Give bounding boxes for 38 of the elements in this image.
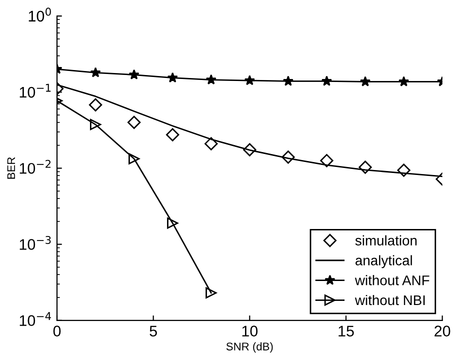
point — [358, 160, 372, 174]
y-tick-label: 10$^{−2}$ — [20, 160, 51, 174]
point — [90, 118, 102, 130]
point — [128, 69, 140, 80]
point — [397, 164, 410, 177]
point — [360, 76, 371, 86]
legend-label: analytical — [356, 255, 412, 268]
point — [167, 218, 178, 229]
point — [321, 76, 332, 86]
x-axis-title: SNR (dB) — [226, 342, 273, 353]
point — [167, 72, 178, 82]
y-tick-label: 10$^{−1}$ — [20, 84, 51, 98]
point — [128, 153, 140, 164]
legend-label: without NBI — [354, 294, 425, 306]
point — [166, 128, 180, 142]
x-tick-label: 15 — [338, 326, 354, 336]
y-tick-label: 10$^{−3}$ — [20, 236, 51, 250]
point — [127, 116, 141, 129]
x-tick-label: 5 — [150, 326, 157, 336]
point — [243, 143, 256, 156]
point — [90, 67, 101, 78]
legend-label: without ANF — [354, 275, 430, 286]
point — [320, 154, 334, 168]
point — [204, 137, 218, 150]
point — [282, 76, 294, 86]
point — [88, 98, 102, 112]
point — [244, 74, 255, 86]
x-tick-label: 20 — [434, 326, 450, 336]
point — [206, 287, 217, 298]
y-tick-label: 10$^{0}$ — [28, 8, 51, 22]
y-axis-title: BER — [7, 157, 15, 179]
x-tick-label: 10 — [242, 326, 258, 336]
y-tick-label: 10$^{−4}$ — [20, 312, 51, 326]
legend-label: simulation — [355, 235, 417, 246]
point — [206, 74, 216, 84]
x-tick-label: 0 — [53, 326, 61, 336]
point — [282, 150, 295, 164]
point — [398, 76, 410, 86]
